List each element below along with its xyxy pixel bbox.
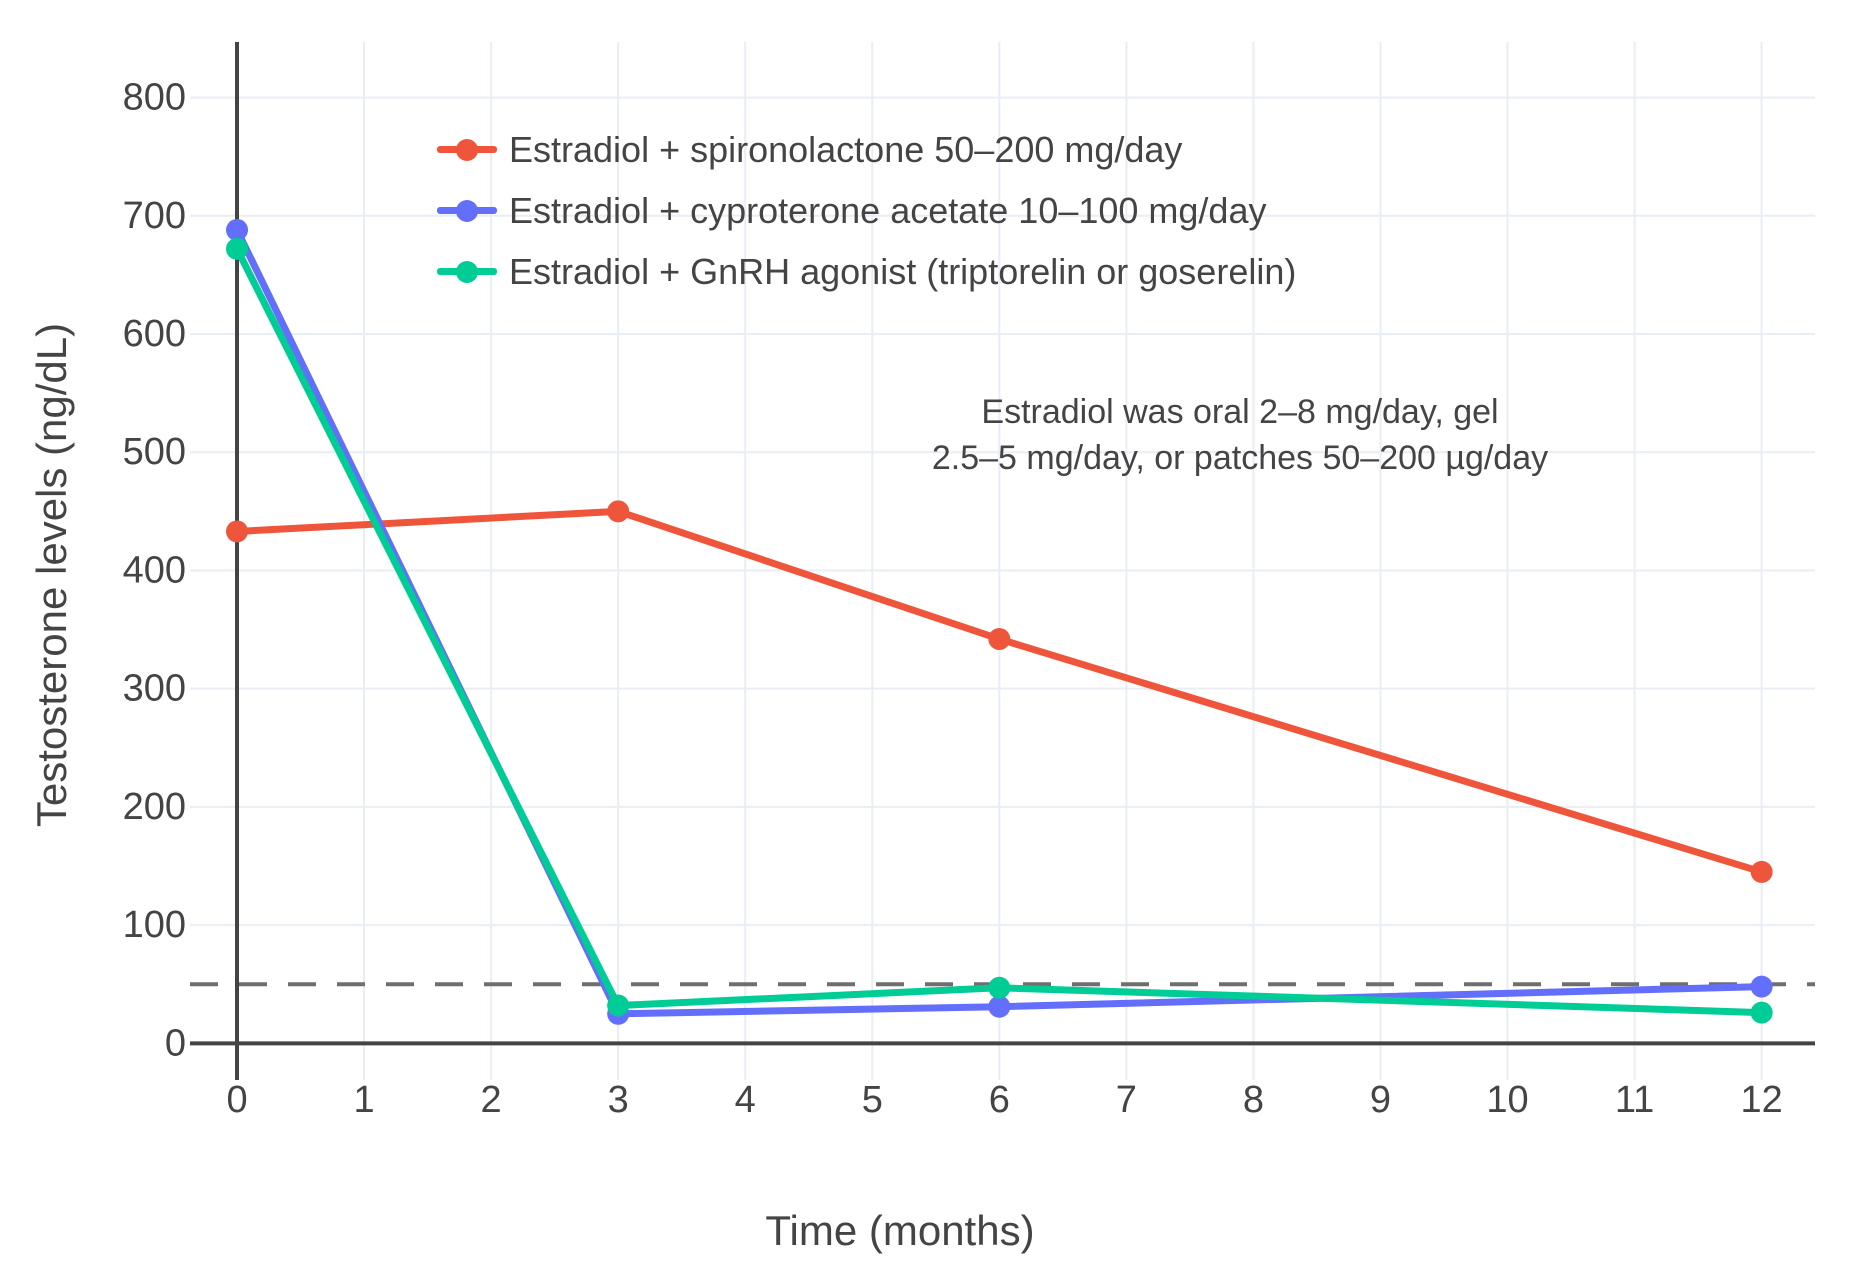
data-point — [988, 976, 1011, 999]
legend-label: Estradiol + GnRH agonist (triptorelin or… — [509, 250, 1297, 292]
x-tick-label: 10 — [1486, 1079, 1528, 1121]
estradiol-dose-annotation: Estradiol was oral 2–8 mg/day, gel 2.5–5… — [932, 389, 1548, 481]
series-line — [233, 245, 1766, 1017]
x-tick-label: 1 — [353, 1079, 374, 1121]
legend-label: Estradiol + cyproterone acetate 10–100 m… — [509, 189, 1267, 231]
legend-swatch-icon — [437, 260, 497, 284]
data-point — [1750, 975, 1773, 998]
legend-item-spironolactone: Estradiol + spironolactone 50–200 mg/day — [437, 119, 1296, 180]
y-tick-label: 800 — [123, 77, 186, 119]
data-point — [988, 995, 1011, 1018]
x-tick-label: 8 — [1243, 1079, 1264, 1121]
data-point — [607, 500, 630, 523]
x-tick-label: 11 — [1615, 1079, 1654, 1121]
legend-item-cyproterone: Estradiol + cyproterone acetate 10–100 m… — [437, 180, 1296, 241]
y-tick-label: 600 — [123, 313, 186, 355]
data-point — [226, 237, 249, 260]
y-axis-title: Testosterone levels (ng/dL) — [28, 322, 75, 828]
data-point — [1750, 1001, 1773, 1024]
legend-swatch-icon — [437, 199, 497, 223]
legend-label: Estradiol + spironolactone 50–200 mg/day — [509, 128, 1183, 170]
series-line — [233, 507, 1766, 876]
y-tick-label: 500 — [123, 431, 186, 473]
x-tick-label: 2 — [481, 1079, 502, 1121]
annotation-line-2: 2.5–5 mg/day, or patches 50–200 µg/day — [931, 439, 1549, 477]
y-tick-label: 100 — [123, 904, 186, 946]
x-tick-label: 7 — [1116, 1079, 1137, 1121]
legend: Estradiol + spironolactone 50–200 mg/day… — [437, 119, 1296, 302]
y-tick-label: 300 — [123, 668, 186, 710]
x-axis-title: Time (months) — [765, 1207, 1035, 1254]
x-tick-label: 6 — [989, 1079, 1010, 1121]
y-tick-label: 400 — [123, 549, 186, 591]
annotation-line-1: Estradiol was oral 2–8 mg/day, gel — [981, 393, 1499, 431]
legend-swatch-icon — [437, 138, 497, 162]
x-tick-label: 5 — [862, 1079, 883, 1121]
data-point — [226, 520, 249, 543]
x-tick-label: 12 — [1740, 1079, 1782, 1121]
x-tick-label: 9 — [1370, 1079, 1391, 1121]
x-tick-label: 4 — [735, 1079, 756, 1121]
y-tick-label: 200 — [123, 786, 186, 828]
y-tick-label: 0 — [165, 1022, 186, 1064]
y-tick-label: 700 — [123, 195, 186, 237]
x-tick-label: 0 — [226, 1079, 247, 1121]
data-point — [226, 218, 249, 241]
legend-item-gnrh-agonist: Estradiol + GnRH agonist (triptorelin or… — [437, 241, 1296, 302]
x-tick-label: 3 — [608, 1079, 629, 1121]
data-point — [607, 994, 630, 1017]
data-point — [988, 628, 1011, 651]
data-point — [1750, 860, 1773, 883]
